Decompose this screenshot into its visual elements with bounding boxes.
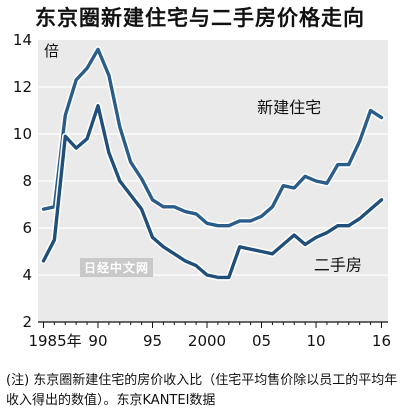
y-tick-label: 12 [13, 78, 32, 96]
y-tick-label: 6 [22, 219, 32, 237]
x-tick-label: 95 [143, 332, 162, 350]
chart-title: 东京圈新建住宅与二手房价格走向 [35, 6, 365, 30]
series-label-second-hand: 二手房 [314, 255, 362, 274]
x-tick-label: 1985年 [28, 332, 81, 350]
x-tick-label: 2000 [188, 332, 226, 350]
x-tick-label: 16 [372, 332, 391, 350]
y-tick-label: 8 [22, 172, 32, 190]
series-label-new-homes: 新建住宅 [257, 98, 321, 117]
series-lines [40, 46, 385, 281]
y-unit-label: 倍 [44, 42, 59, 60]
axes [38, 321, 388, 328]
series-line-second-hand [41, 104, 384, 280]
series-line-new-homes [41, 47, 384, 228]
watermark-logo: 日经中文网 [80, 258, 154, 277]
y-tick-label: 14 [13, 31, 32, 49]
x-tick-label: 05 [252, 332, 271, 350]
x-tick-label: 90 [88, 332, 107, 350]
y-tick-label: 2 [22, 313, 32, 331]
x-tick-label: 10 [306, 332, 325, 350]
chart-note: (注) 东京圈新建住宅的房价收入比（住宅平均售价除以员工的平均年收入得出的数值）… [6, 373, 398, 408]
y-tick-label: 4 [22, 266, 32, 284]
y-tick-label: 10 [13, 125, 32, 143]
